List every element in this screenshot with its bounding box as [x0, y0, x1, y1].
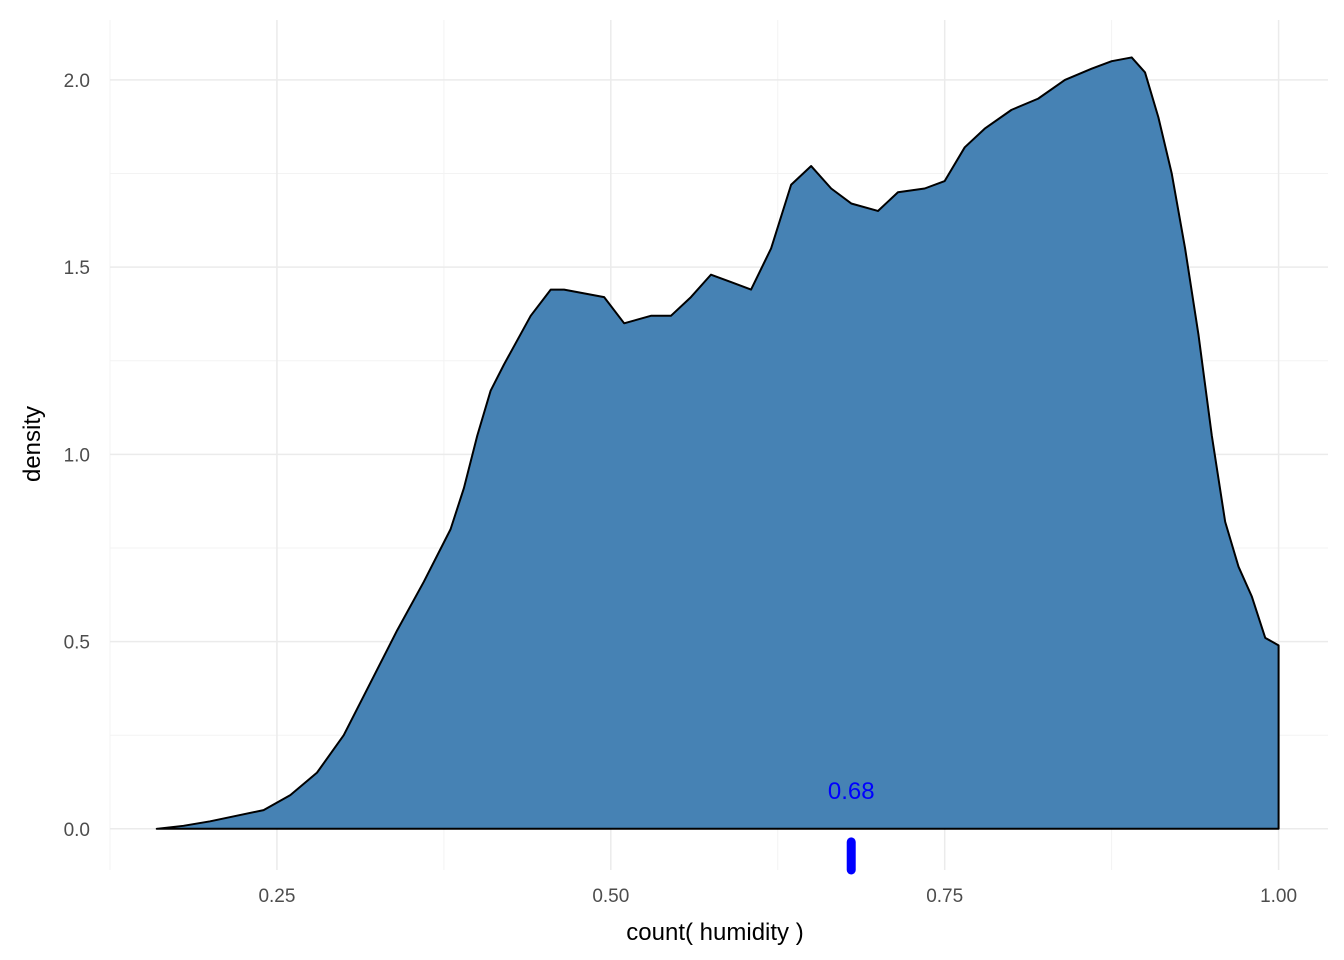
y-axis-title: density — [19, 406, 46, 482]
y-tick-label: 2.0 — [64, 71, 90, 92]
y-tick-label: 1.5 — [64, 258, 90, 279]
y-tick-label: 0.5 — [64, 633, 90, 654]
x-tick-labels: 0.25 0.50 0.75 1.00 — [258, 886, 1297, 907]
x-tick-label: 0.75 — [926, 886, 963, 907]
density-area — [155, 56, 1280, 830]
x-tick-label: 0.50 — [592, 886, 629, 907]
plot-layer: 0.68 — [155, 56, 1280, 875]
x-tick-label: 1.00 — [1260, 886, 1297, 907]
x-tick-label: 0.25 — [258, 886, 295, 907]
y-tick-label: 0.0 — [64, 820, 90, 841]
y-tick-label: 1.0 — [64, 445, 90, 466]
y-tick-labels: 0.0 0.5 1.0 1.5 2.0 — [64, 71, 90, 841]
x-axis-title: count( humidity ) — [626, 919, 803, 946]
value-annotation: 0.68 — [828, 778, 875, 805]
